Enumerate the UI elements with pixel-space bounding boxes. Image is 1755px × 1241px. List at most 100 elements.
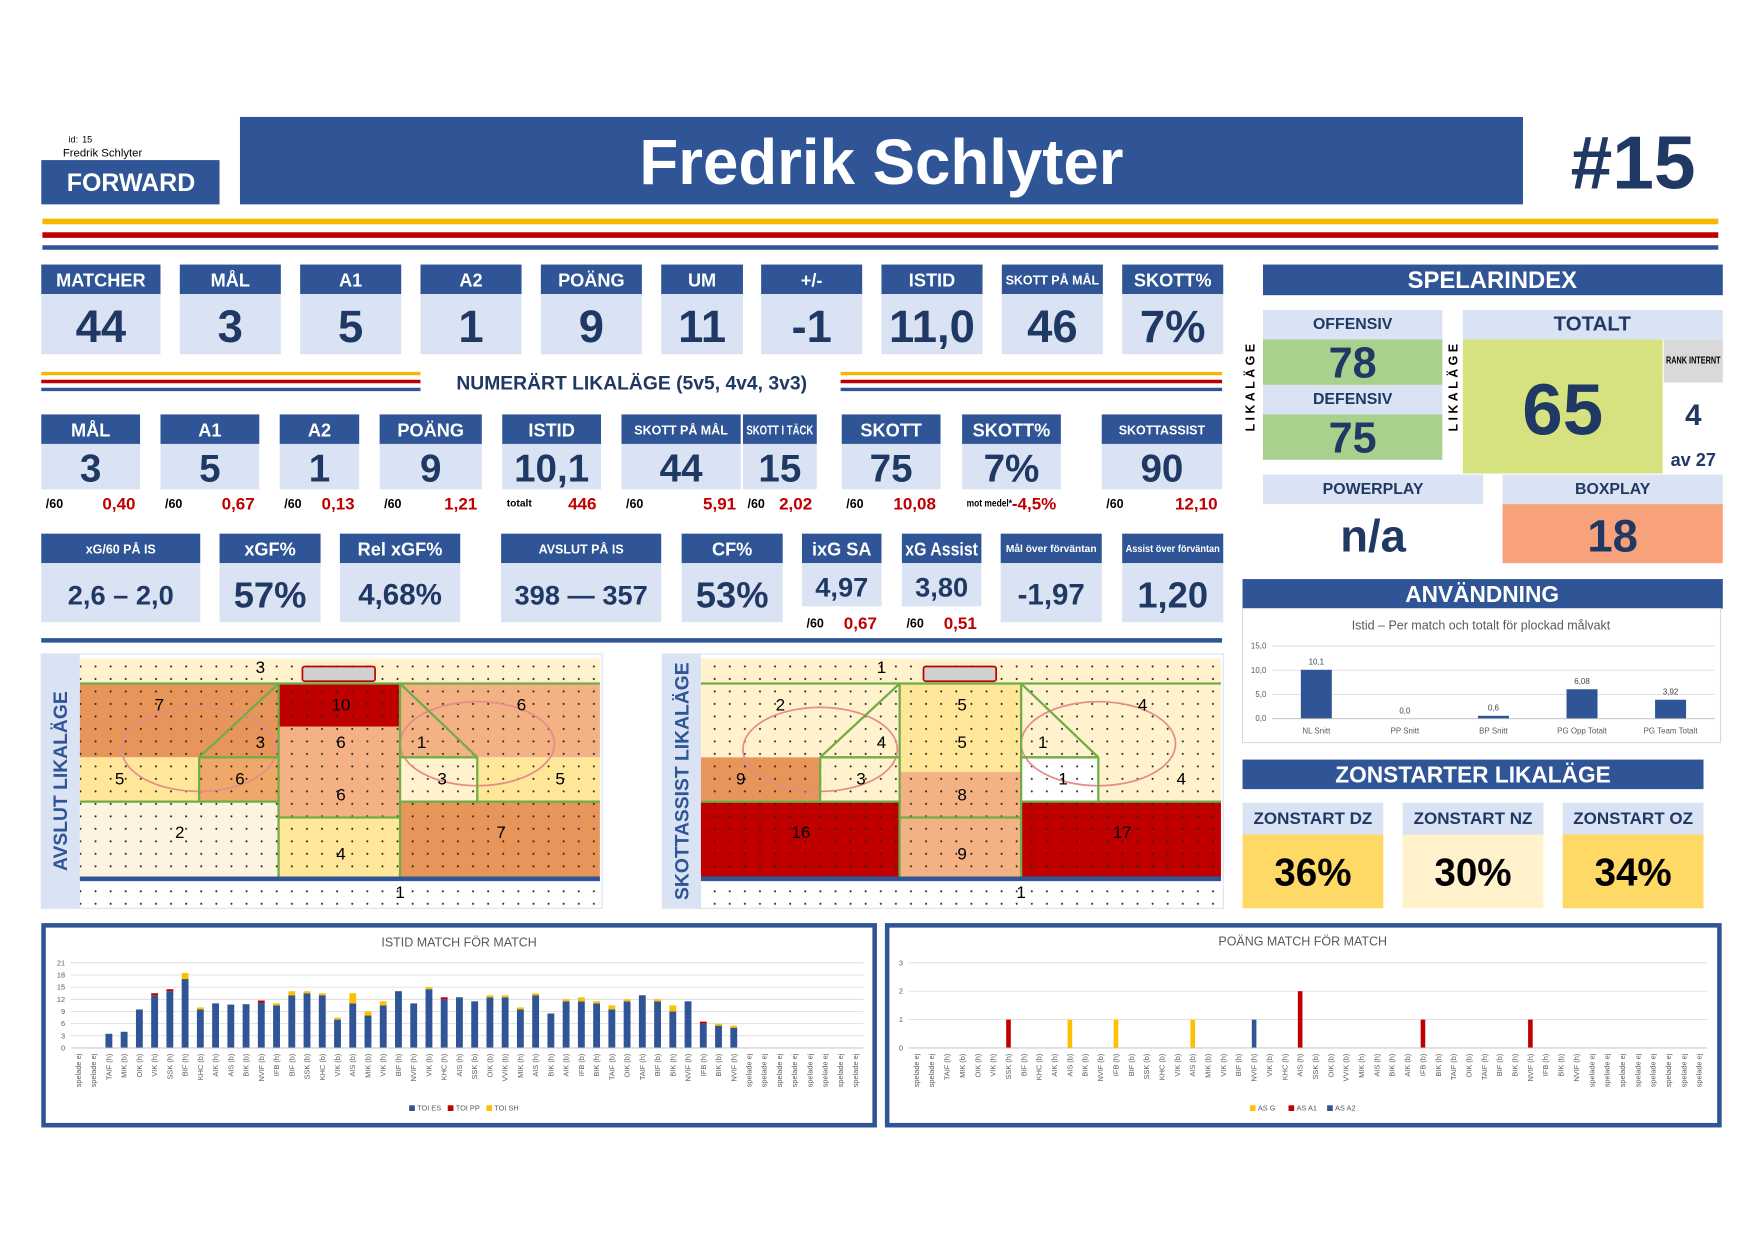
stat-header xyxy=(160,414,260,444)
y-tick-label: 5,0 xyxy=(1255,690,1267,699)
x-tick-label: spelade ej xyxy=(1618,1053,1627,1087)
stat-label: +/- xyxy=(801,270,823,290)
x-tick-label: spelade ej xyxy=(1664,1053,1673,1087)
bar-segment xyxy=(1528,1019,1533,1048)
x-tick-label: NVIF (b) xyxy=(257,1054,266,1082)
zone-label-box xyxy=(1562,802,1704,835)
x-tick-label: spelade ej xyxy=(1649,1053,1658,1087)
zone-count: 3 xyxy=(437,769,446,788)
bar-segment xyxy=(227,1004,235,1048)
x-tick-label: AIS (h) xyxy=(1296,1054,1305,1077)
stat-value-box xyxy=(901,563,982,607)
zone-count: 4 xyxy=(1138,696,1147,715)
data-label: 3,92 xyxy=(1663,687,1679,696)
x-tick-label: VIK (b) xyxy=(1265,1054,1274,1077)
stat-header xyxy=(41,414,141,444)
bar-segment xyxy=(379,1005,387,1048)
data-label: 0,0 xyxy=(1399,706,1411,715)
y-tick-label: 0,0 xyxy=(1255,714,1267,723)
stat-header xyxy=(1000,533,1102,564)
data-label: 10,1 xyxy=(1309,657,1325,666)
y-tick-label: 18 xyxy=(57,970,65,979)
stat-value-box xyxy=(1000,563,1102,623)
bar-segment xyxy=(166,989,174,992)
x-tick-label: VIK (h) xyxy=(989,1054,998,1077)
x-tick-label: TAIF (b) xyxy=(1449,1054,1458,1080)
zone-count: 5 xyxy=(957,733,966,752)
stat-value: 4,97 xyxy=(815,572,868,603)
x-tick-label: spelade ej xyxy=(1679,1053,1688,1087)
index-value: n/a xyxy=(1340,510,1406,561)
bar-segment xyxy=(623,1001,631,1048)
section-title: ANVÄNDNING xyxy=(1405,581,1559,607)
bar-segment xyxy=(1420,1019,1426,1048)
bar-segment xyxy=(349,993,357,1004)
index-label-box xyxy=(1462,309,1723,340)
stat-label: SKOTTASSIST xyxy=(1119,423,1206,437)
x-tick-label: IFB (h) xyxy=(699,1054,708,1077)
stat-label: SKOTT PÅ MÅL xyxy=(1006,272,1100,287)
stat-value: 5 xyxy=(338,301,363,352)
stat-value: 44 xyxy=(76,301,127,352)
legend-swatch xyxy=(409,1105,415,1111)
stat-value: 7% xyxy=(984,447,1040,490)
x-tick-label: SSK (b) xyxy=(1142,1054,1151,1080)
rink-title-strip xyxy=(41,653,80,909)
index-value: 75 xyxy=(1329,414,1377,462)
x-tick-label: IFB (b) xyxy=(577,1054,586,1077)
zone-border xyxy=(819,682,901,759)
stat-value-box xyxy=(1122,294,1224,355)
zone-title-bar xyxy=(1242,759,1704,790)
x-tick-label: KHC (h) xyxy=(440,1054,449,1081)
stat-value-box xyxy=(962,443,1061,490)
bar-segment xyxy=(486,995,494,998)
bar-segment xyxy=(562,1001,570,1048)
zone-count: 1 xyxy=(877,658,886,677)
bar-segment xyxy=(623,999,631,1002)
stat-label: xG/60 PÅ IS xyxy=(86,542,156,557)
stat-header xyxy=(300,264,402,295)
zone-count: 9 xyxy=(957,844,966,863)
stat-value-box xyxy=(502,443,602,490)
x-tick-label: spelade ej xyxy=(745,1053,754,1087)
rink-title: SKOTTASSIST LIKALÄGE xyxy=(670,662,693,900)
zone-label-box xyxy=(1242,802,1384,835)
stat-value-box xyxy=(501,563,662,623)
stat-label: ixG SA xyxy=(812,540,872,560)
zone-count: 9 xyxy=(736,769,745,788)
bar-segment xyxy=(730,1025,738,1028)
sub-label: /60 xyxy=(807,616,824,630)
index-value-box xyxy=(1262,339,1443,385)
x-tick-label: spelade ej xyxy=(790,1053,799,1087)
x-tick-label: NL Snitt xyxy=(1302,727,1331,736)
x-tick-label: BIF (h) xyxy=(181,1054,190,1077)
bar-segment xyxy=(608,1009,616,1048)
stat-value: 46 xyxy=(1027,301,1078,352)
x-tick-label: spelade ej xyxy=(1633,1053,1642,1087)
rank-label-box xyxy=(1663,339,1723,383)
bar-segment xyxy=(501,997,509,1048)
stat-label: Rel xGF% xyxy=(358,540,443,560)
stat-value-box xyxy=(420,294,522,355)
stat-header xyxy=(502,414,602,444)
stat-value: 57% xyxy=(234,574,307,615)
bar-segment xyxy=(440,999,448,1048)
x-tick-label: BIK (h) xyxy=(1511,1054,1520,1077)
stat-value: 15 xyxy=(758,447,801,490)
stat-header xyxy=(881,264,983,295)
side-label: LIKALÄGE xyxy=(1446,341,1461,432)
stat-label: MÅL xyxy=(71,420,110,440)
stat-value: -1 xyxy=(791,301,831,352)
bar-segment xyxy=(501,995,509,998)
rank-label: RANK INTERNT xyxy=(1666,356,1721,367)
stat-label: CF% xyxy=(712,540,752,560)
bar-segment xyxy=(471,1001,479,1048)
zone-border xyxy=(1020,682,1100,759)
stat-value: 44 xyxy=(660,447,703,490)
y-tick-label: 21 xyxy=(57,958,65,967)
stat-value: 53% xyxy=(696,574,769,615)
sub-value: 0,67 xyxy=(844,614,877,633)
stat-value: 1 xyxy=(309,447,330,490)
index-label: DEFENSIV xyxy=(1313,391,1393,408)
stat-header xyxy=(761,264,863,295)
